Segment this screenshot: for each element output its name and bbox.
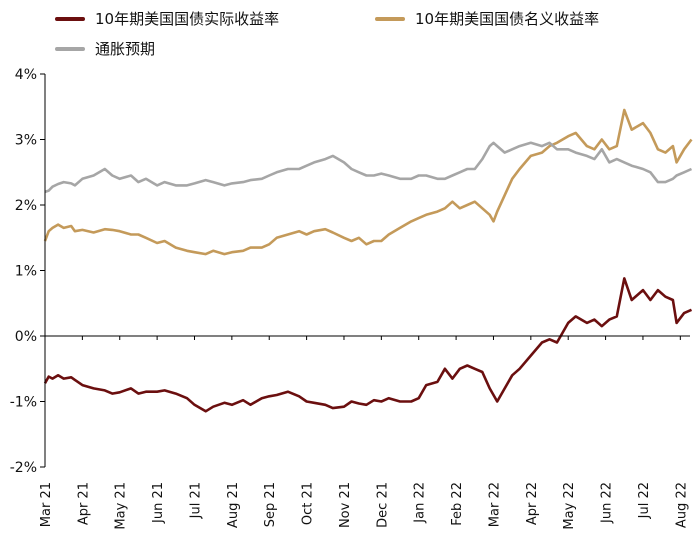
series-line-1 bbox=[43, 108, 693, 256]
x-tick-label: Apr 21 bbox=[76, 482, 91, 525]
x-tick-label: Aug 22 bbox=[674, 482, 689, 528]
y-tick-label: 1% bbox=[15, 264, 37, 280]
x-tick-label: May 22 bbox=[562, 482, 577, 530]
x-tick-label: Mar 22 bbox=[487, 482, 502, 527]
y-tick-label: -2% bbox=[10, 460, 37, 476]
x-tick-label: Jul 22 bbox=[637, 482, 652, 519]
x-tick-label: Dec 21 bbox=[375, 482, 390, 528]
x-tick-label: Apr 22 bbox=[525, 482, 540, 525]
y-tick-label: 0% bbox=[15, 329, 37, 345]
legend-label-nominal-yield: 10年期美国国债名义收益率 bbox=[415, 10, 600, 28]
x-tick-label: Jun 22 bbox=[600, 482, 615, 524]
x-tick-label: Aug 21 bbox=[226, 482, 241, 528]
x-tick-label: Oct 21 bbox=[301, 482, 316, 525]
x-tick-label: Jan 22 bbox=[413, 482, 428, 524]
legend-swatch-inflation-expectation bbox=[55, 46, 85, 51]
legend-item-real-yield: 10年期美国国债实际收益率 bbox=[55, 8, 279, 29]
x-tick-label: Jun 21 bbox=[151, 482, 166, 524]
y-tick-label: -1% bbox=[10, 395, 37, 411]
x-tick-label: Feb 22 bbox=[450, 482, 465, 526]
x-tick-label: Jul 21 bbox=[188, 482, 203, 519]
series-line-2 bbox=[44, 141, 693, 194]
legend-label-inflation-expectation: 通胀预期 bbox=[95, 40, 156, 58]
legend-item-nominal-yield: 10年期美国国债名义收益率 bbox=[375, 8, 599, 29]
legend-swatch-nominal-yield bbox=[375, 16, 405, 21]
legend-swatch-real-yield bbox=[55, 16, 85, 21]
x-tick-label: Sep 21 bbox=[263, 482, 278, 527]
y-tick-label: 4% bbox=[15, 67, 37, 83]
x-tick-label: May 21 bbox=[114, 482, 129, 530]
x-tick-label: Nov 21 bbox=[338, 482, 353, 528]
series-layer bbox=[43, 108, 693, 413]
legend-label-real-yield: 10年期美国国债实际收益率 bbox=[95, 10, 280, 28]
x-tick-label: Mar 21 bbox=[39, 482, 54, 527]
axes-layer: 4% 3% 2% 1% 0% -1% -2%Mar 21 Apr 21 May 21 Jun 21… bbox=[10, 67, 690, 530]
y-tick-label: 3% bbox=[15, 133, 37, 149]
y-tick-label: 2% bbox=[15, 198, 37, 214]
series-line-0 bbox=[43, 277, 693, 413]
legend-item-inflation-expectation: 通胀预期 bbox=[55, 38, 155, 59]
